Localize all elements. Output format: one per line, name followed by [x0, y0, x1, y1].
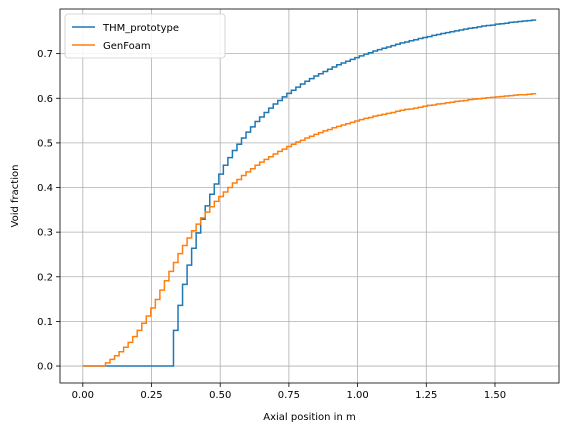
- plot-frame: [59, 8, 560, 384]
- y-tick-label: 0.0: [37, 362, 53, 373]
- legend-label: THM_prototype: [102, 23, 179, 34]
- y-tick-label: 0.1: [37, 317, 53, 328]
- y-tick-label: 0.3: [37, 228, 53, 239]
- y-axis-label: Void fraction: [10, 165, 21, 228]
- x-tick-label: 0.50: [209, 390, 231, 401]
- y-axis-ticks: 0.0 0.1 0.2 0.3 0.4 0.5 0.6 0.7: [37, 49, 60, 373]
- y-tick-label: 0.7: [37, 49, 53, 60]
- legend-box: [64, 13, 226, 59]
- y-tick-label: 0.5: [37, 138, 53, 149]
- series-layer: [82, 19, 537, 367]
- series-line-GenFoam: [82, 93, 537, 367]
- x-tick-label: 0.00: [72, 390, 94, 401]
- y-tick-label: 0.4: [37, 183, 53, 194]
- x-tick-label: 1.25: [415, 390, 437, 401]
- x-tick-label: 0.25: [140, 390, 162, 401]
- x-tick-label: 0.75: [278, 390, 300, 401]
- legend: THM_prototype GenFoam: [64, 13, 226, 59]
- grid-lines: [60, 9, 559, 383]
- x-tick-label: 1.00: [346, 390, 368, 401]
- x-axis-ticks: 0.00 0.25 0.50 0.75 1.00 1.25 1.50: [72, 383, 506, 401]
- x-tick-label: 1.50: [484, 390, 506, 401]
- series-line-THM_prototype: [82, 19, 537, 367]
- legend-label: GenFoam: [103, 41, 151, 52]
- x-axis-label: Axial position in m: [263, 412, 355, 423]
- y-tick-label: 0.6: [37, 94, 53, 105]
- y-tick-label: 0.2: [37, 272, 53, 283]
